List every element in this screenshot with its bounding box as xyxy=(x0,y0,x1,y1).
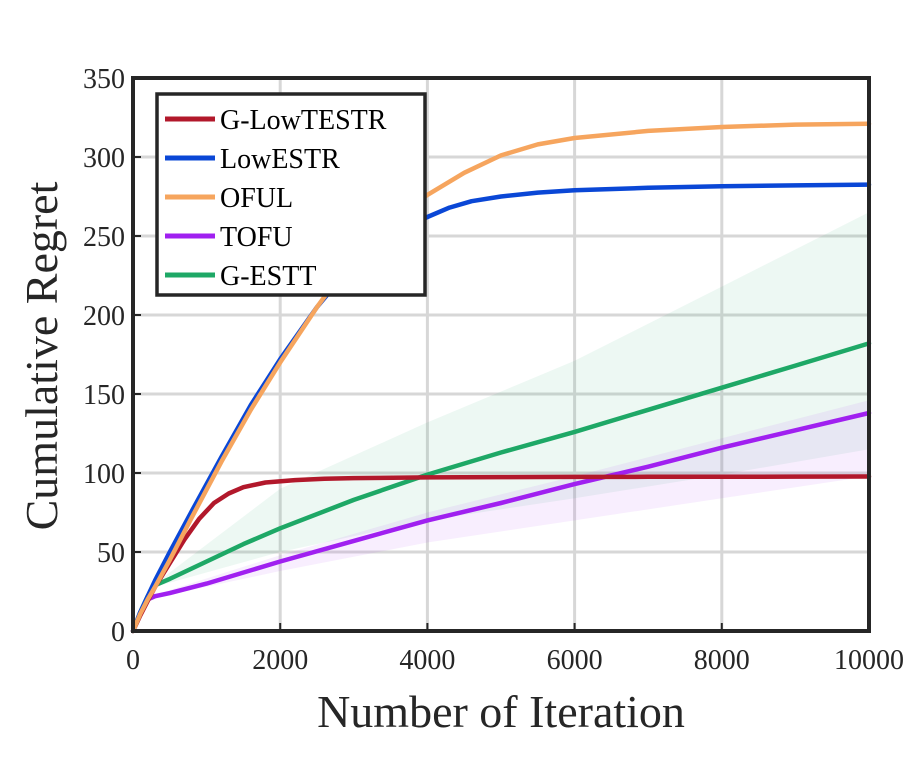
y-tick-label: 100 xyxy=(83,459,125,490)
x-tick-label: 2000 xyxy=(252,645,308,676)
legend-label: G-ESTT xyxy=(220,261,316,292)
legend: G-LowTESTR LowESTR OFUL TOFU G-ESTT xyxy=(155,92,427,297)
legend-label: OFUL xyxy=(220,183,293,214)
x-axis-label: Number of Iteration xyxy=(317,686,685,737)
y-tick-label: 250 xyxy=(83,222,125,253)
legend-label: TOFU xyxy=(220,222,293,253)
x-tick-label: 0 xyxy=(126,645,140,676)
x-ticks: 0 2000 4000 6000 8000 10000 xyxy=(126,623,904,676)
y-tick-label: 200 xyxy=(83,301,125,332)
y-axis-label: Cumulative Regret xyxy=(16,181,67,530)
x-tick-label: 10000 xyxy=(834,645,904,676)
y-tick-label: 0 xyxy=(111,617,125,648)
y-tick-label: 350 xyxy=(83,64,125,95)
legend-label: G-LowTESTR xyxy=(220,105,387,136)
y-tick-label: 300 xyxy=(83,143,125,174)
y-tick-label: 150 xyxy=(83,380,125,411)
y-ticks: 0 50 100 150 200 250 300 350 xyxy=(83,64,141,648)
y-tick-label: 50 xyxy=(97,538,125,569)
plot-frame xyxy=(131,76,871,633)
x-tick-label: 4000 xyxy=(399,645,455,676)
x-tick-label: 6000 xyxy=(547,645,603,676)
x-tick-label: 8000 xyxy=(694,645,750,676)
legend-label: LowESTR xyxy=(220,144,340,175)
confidence-band xyxy=(155,212,870,587)
